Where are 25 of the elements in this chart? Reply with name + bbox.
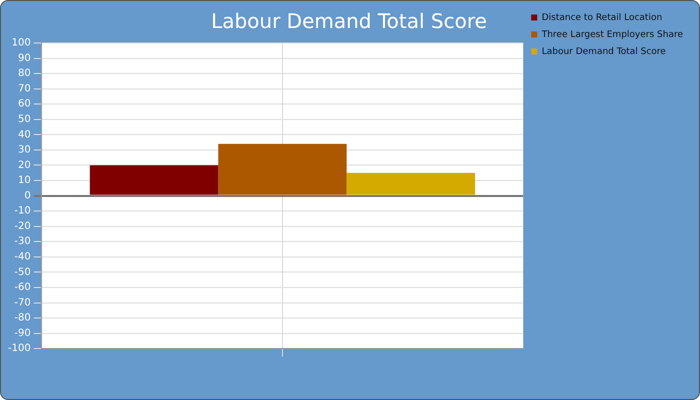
y-tick-label: -100 <box>8 343 31 354</box>
chart-title: Labour Demand Total Score <box>211 9 487 34</box>
y-tick-label: 10 <box>18 175 31 186</box>
legend-label: Labour Demand Total Score <box>542 46 666 57</box>
y-tick-label: -70 <box>14 297 31 308</box>
y-tick-label: 20 <box>18 160 31 171</box>
y-tick-label: -30 <box>14 236 31 248</box>
y-tick-label: 80 <box>18 68 31 80</box>
y-tick-label: -40 <box>14 252 31 263</box>
y-tick-label: 70 <box>18 83 31 94</box>
y-tick-label: -80 <box>14 312 31 324</box>
y-tick-label: -10 <box>14 206 31 217</box>
y-tick-label: -20 <box>14 220 31 232</box>
y-tick-label: 0 <box>24 190 31 202</box>
y-tick-label: -90 <box>14 328 31 339</box>
legend-label: Distance to Retail Location <box>542 12 662 23</box>
y-tick-label: -50 <box>14 266 31 278</box>
y-tick-label: 30 <box>18 144 31 156</box>
y-tick-label: -60 <box>14 282 31 294</box>
y-tick-label: 90 <box>18 52 31 64</box>
legend-label: Three Largest Employers Share <box>540 30 684 40</box>
y-tick-label: 100 <box>12 38 31 49</box>
y-tick-label: 40 <box>18 129 31 140</box>
y-tick-label: 50 <box>18 114 31 125</box>
y-tick-label: 60 <box>18 98 31 110</box>
